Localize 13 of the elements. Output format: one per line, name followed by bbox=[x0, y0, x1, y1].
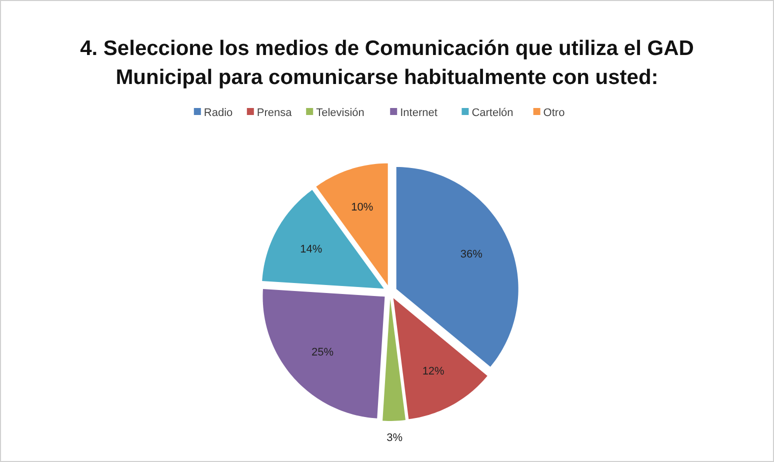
data-label: 12% bbox=[422, 366, 445, 378]
legend-label: Internet bbox=[400, 106, 438, 119]
data-label: 36% bbox=[460, 248, 483, 261]
data-label: 10% bbox=[351, 201, 374, 214]
legend-label: Radio bbox=[204, 106, 233, 119]
legend-label: Prensa bbox=[256, 106, 293, 119]
legend-label: Televisión bbox=[316, 106, 364, 119]
legend-label: Otro bbox=[543, 106, 565, 119]
data-label: 25% bbox=[312, 346, 334, 358]
chart-title: 4. Seleccione los medios de Comunicación que utiliza el GAD Municipal para comunicarse habitualmente con usted: bbox=[80, 37, 694, 89]
legend-label: Cartelón bbox=[472, 106, 514, 119]
data-label: 3% bbox=[386, 432, 403, 444]
data-label: 14% bbox=[300, 244, 322, 256]
